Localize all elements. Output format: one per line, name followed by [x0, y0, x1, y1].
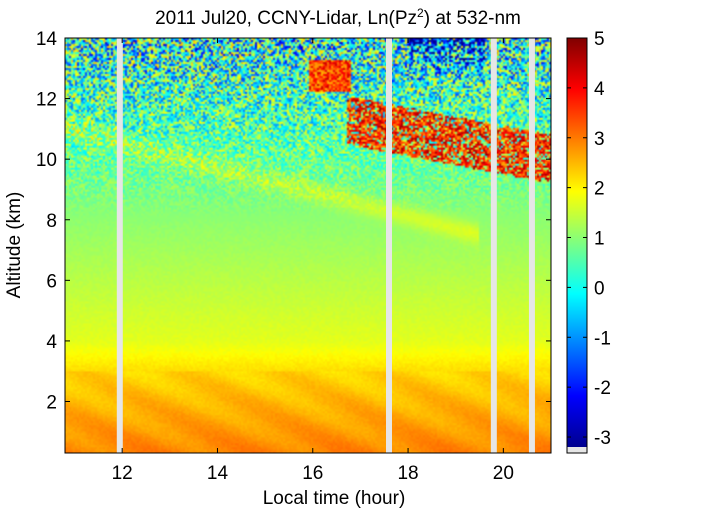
x-tick-label: 12 [112, 463, 133, 484]
data-gaps [116, 38, 535, 453]
colorbar-frame [566, 37, 588, 454]
colorbar-tick-label: 1 [594, 229, 605, 250]
heatmap-image [65, 38, 551, 453]
y-tick-label: 14 [36, 29, 58, 50]
colorbar-tick-label: 4 [594, 79, 605, 100]
colorbar-tick-label: 2 [594, 179, 605, 200]
data-gap [528, 38, 535, 453]
y-tick-label: 6 [46, 271, 57, 292]
y-axis-label: Altitude (km) [4, 192, 25, 299]
y-tick-label: 10 [36, 150, 57, 171]
colorbar-gradient [567, 38, 587, 447]
colorbar-tick-label: -3 [594, 428, 611, 449]
colorbar-tick-label: -1 [594, 328, 611, 349]
y-tick-label: 2 [46, 393, 57, 414]
data-gap [116, 38, 123, 453]
y-axis: 2 4 6 8 10 12 14 [36, 29, 551, 414]
data-gap [386, 38, 392, 453]
colorbar-nan-swatch [567, 447, 587, 453]
y-tick-label: 8 [46, 211, 57, 232]
colorbar-ticks: 5 4 3 2 1 0 -1 -2 -3 [567, 29, 611, 449]
x-axis: 12 14 16 18 20 [112, 38, 514, 484]
data-gap [490, 38, 497, 453]
x-tick-label: 18 [397, 463, 418, 484]
x-axis-label: Local time (hour) [263, 488, 406, 509]
chart-title: 2011 Jul20, CCNY-Lidar, Ln(Pz2) at 532-n… [155, 6, 521, 29]
x-tick-label: 16 [302, 463, 323, 484]
colorbar-tick-label: 0 [594, 278, 605, 299]
colorbar-tick-label: -2 [594, 378, 611, 399]
plot-area [65, 38, 551, 453]
colorbar: 5 4 3 2 1 0 -1 -2 -3 [566, 29, 611, 454]
y-tick-label: 4 [46, 332, 57, 353]
plot-frame [64, 37, 552, 454]
x-tick-label: 20 [493, 463, 514, 484]
colorbar-tick-label: 3 [594, 129, 605, 150]
x-tick-label: 14 [207, 463, 229, 484]
y-tick-label: 12 [36, 90, 57, 111]
colorbar-tick-label: 5 [594, 29, 605, 50]
